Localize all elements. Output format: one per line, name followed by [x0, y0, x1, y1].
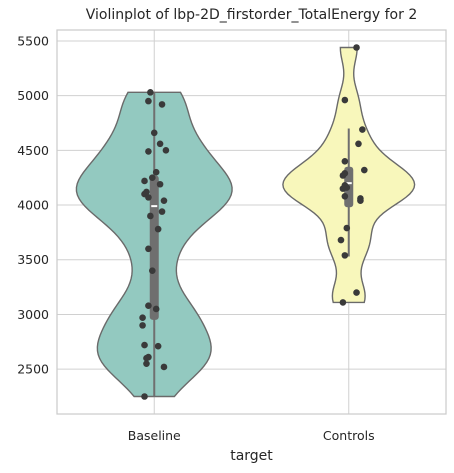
- x-axis-label: target: [230, 448, 273, 464]
- data-point: [141, 177, 148, 185]
- data-point: [341, 252, 349, 259]
- y-tick-label: 3500: [17, 252, 49, 267]
- x-tick-labels: Baseline Controls: [128, 428, 375, 443]
- data-point: [160, 363, 168, 371]
- data-point: [143, 360, 150, 367]
- y-tick-label: 5000: [17, 88, 49, 103]
- data-point: [361, 166, 368, 174]
- data-point: [339, 172, 347, 179]
- y-tick-labels: 2500 3000 3500 4000 4500 5000 5500: [17, 33, 49, 376]
- data-point: [143, 354, 150, 362]
- data-point: [147, 212, 154, 220]
- data-point: [359, 126, 366, 133]
- data-point: [337, 236, 345, 244]
- plot-frame: [56, 29, 447, 415]
- data-point: [355, 140, 362, 148]
- data-point: [145, 97, 152, 105]
- data-point: [145, 245, 152, 253]
- data-point: [341, 192, 349, 200]
- data-point: [139, 314, 146, 322]
- y-tick-label: 5500: [17, 33, 49, 48]
- y-tick-label: 3000: [17, 307, 49, 322]
- data-point: [156, 140, 164, 148]
- strip-points: [139, 44, 368, 400]
- y-tick-label: 4000: [17, 198, 49, 213]
- iqr-box: [149, 175, 159, 320]
- data-point: [145, 194, 152, 201]
- data-point: [141, 393, 148, 400]
- data-point: [145, 148, 152, 155]
- data-point: [149, 267, 156, 274]
- data-point: [353, 44, 360, 51]
- x-tick-label: Controls: [323, 428, 375, 443]
- y-tick-label: 2500: [17, 362, 49, 377]
- data-point: [156, 180, 164, 188]
- data-point: [139, 322, 146, 329]
- data-point: [149, 174, 156, 181]
- data-point: [147, 89, 154, 96]
- data-point: [158, 208, 166, 215]
- data-point: [152, 305, 160, 313]
- data-point: [154, 342, 162, 350]
- data-point: [339, 299, 347, 306]
- inner-boxes: [149, 92, 354, 397]
- x-tick-label: Baseline: [128, 428, 181, 443]
- data-point: [341, 157, 349, 165]
- chart-title: Violinplot of lbp-2D_firstorder_TotalEne…: [86, 7, 417, 23]
- data-point: [160, 197, 168, 204]
- violins: [75, 46, 416, 398]
- data-point: [162, 147, 170, 154]
- data-point: [158, 101, 166, 108]
- data-point: [339, 185, 347, 192]
- data-point: [141, 341, 148, 349]
- y-tick-label: 4500: [17, 143, 49, 158]
- data-point: [341, 96, 349, 104]
- data-point: [154, 225, 162, 233]
- data-point: [343, 224, 351, 232]
- data-point: [152, 168, 160, 176]
- data-point: [357, 197, 364, 204]
- data-point: [353, 289, 360, 296]
- data-point: [150, 129, 158, 137]
- data-point: [145, 302, 152, 309]
